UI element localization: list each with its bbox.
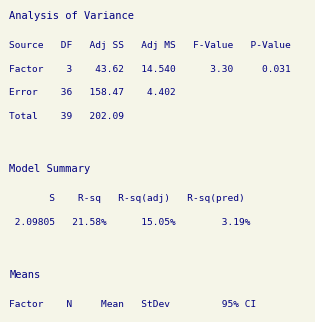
Text: S    R-sq   R-sq(adj)   R-sq(pred): S R-sq R-sq(adj) R-sq(pred) [9,194,245,203]
Text: Model Summary: Model Summary [9,164,91,174]
Text: Error    36   158.47    4.402: Error 36 158.47 4.402 [9,88,176,97]
Text: Total    39   202.09: Total 39 202.09 [9,112,124,121]
Text: Factor    N     Mean   StDev         95% CI: Factor N Mean StDev 95% CI [9,300,257,309]
Text: Factor    3    43.62   14.540      3.30     0.031: Factor 3 43.62 14.540 3.30 0.031 [9,65,291,74]
Text: Means: Means [9,270,41,280]
Text: Source   DF   Adj SS   Adj MS   F-Value   P-Value: Source DF Adj SS Adj MS F-Value P-Value [9,41,291,50]
Text: 2.09805   21.58%      15.05%        3.19%: 2.09805 21.58% 15.05% 3.19% [9,218,251,227]
Text: Analysis of Variance: Analysis of Variance [9,11,135,21]
